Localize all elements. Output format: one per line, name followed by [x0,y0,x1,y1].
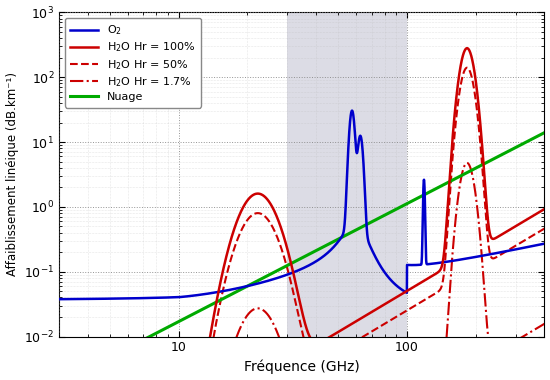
Legend: O$_2$, H$_2$O Hr = 100%, H$_2$O Hr = 50%, H$_2$O Hr = 1.7%, Nuage: O$_2$, H$_2$O Hr = 100%, H$_2$O Hr = 50%… [64,18,201,108]
X-axis label: Fréquence (GHz): Fréquence (GHz) [244,360,360,374]
Bar [288,13,407,337]
Y-axis label: Affaiblissement linéique (dB.km⁻¹): Affaiblissement linéique (dB.km⁻¹) [6,73,19,276]
